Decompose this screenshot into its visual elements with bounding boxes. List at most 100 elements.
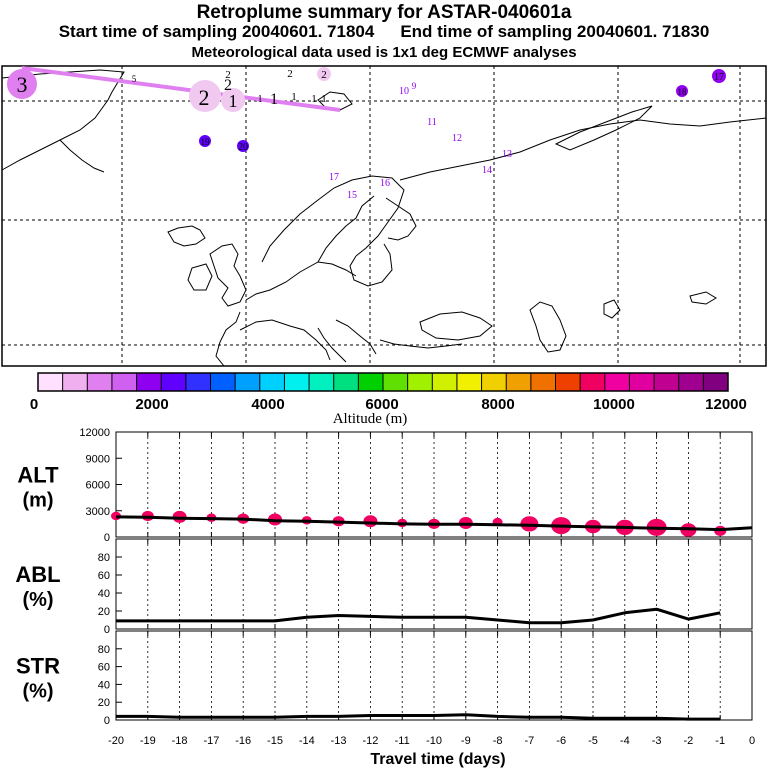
marker-label-17b: 17 (714, 72, 724, 83)
coastline-finland (385, 197, 417, 241)
x-tick-label: -13 (331, 735, 347, 747)
marker-bubble-2a (189, 80, 221, 112)
panel-str: 0 20 40 60 80 STR(%) (16, 630, 753, 727)
x-tick-label: -11 (395, 735, 410, 747)
x-tick-label: -10 (426, 735, 442, 747)
panel-alt: 0 3000 6000 9000 12000 ALT(m) (17, 427, 753, 544)
coastline-iceland (167, 225, 206, 247)
altitude-colorbar: 0 2000 4000 6000 8000 10000 12000 (30, 372, 747, 413)
colorbar-swatch (481, 373, 507, 391)
y-tick-label: 0 (104, 715, 110, 727)
colorbar-swatch (383, 373, 409, 391)
y-tick-label: 0 (104, 624, 110, 636)
start-time-label: Start time of sampling 20040601. 71804 (58, 22, 375, 41)
x-tick-label: -2 (684, 735, 694, 747)
panel-label-bottom: (m) (22, 490, 53, 512)
coastline-balkhash (689, 291, 717, 305)
sampling-times: Start time of sampling 20040601. 71804 En… (0, 22, 768, 42)
colorbar-swatch (580, 373, 606, 391)
marker-label-12: 12 (452, 133, 462, 144)
colorbar-swatch (678, 373, 704, 391)
marker-label-2c: 2 (225, 69, 231, 81)
x-tick-label: -6 (556, 735, 566, 747)
plume-markers: 3 2 1 2 2 2 2 5 1 1 1 1 1 10 9 11 12 13 … (7, 67, 726, 201)
marker-bubble-1a (221, 88, 245, 112)
marker-label-2e: 2 (321, 69, 327, 81)
x-tick-label: -9 (461, 735, 471, 747)
marker-label-1e: 1 (311, 93, 317, 105)
panel-label-bottom: (%) (22, 681, 53, 703)
marker-label-10: 10 (399, 86, 409, 97)
x-tick-label: -16 (235, 735, 251, 747)
y-tick-label: 20 (98, 606, 110, 618)
marker-label-15: 15 (347, 190, 357, 201)
y-tick-label: 9000 (86, 453, 110, 465)
marker-bubble-3 (7, 69, 37, 99)
coastline-britain (209, 243, 247, 307)
marker-label-1d: 1 (291, 91, 297, 103)
colorbar-label: Altitude (m) (333, 411, 408, 427)
coastline-baltic (349, 243, 393, 287)
marker-bubble-19 (199, 135, 211, 147)
colorbar-swatch (604, 373, 630, 391)
coastline-europe-west (245, 261, 357, 301)
marker-bubble-18 (676, 85, 688, 97)
colorbar-swatch (38, 373, 64, 391)
chart-title: Retroplume summary for ASTAR-040601a (196, 2, 572, 23)
colorbar-swatch (703, 373, 729, 391)
marker-label-11: 11 (427, 117, 437, 128)
x-axis-title: Travel time (days) (370, 751, 505, 768)
coastline-black-sea (419, 311, 493, 341)
panel-label-bottom: (%) (22, 589, 53, 611)
x-tick-label: -18 (172, 735, 188, 747)
coastline-russia-north (399, 117, 767, 181)
y-tick-label: 3000 (86, 506, 110, 518)
marker-label-20: 20 (238, 142, 248, 153)
colorbar-frame (37, 372, 729, 392)
panel-label-top: ALT (17, 463, 59, 488)
y-tick-label: 40 (98, 588, 110, 600)
y-tick-label: 80 (98, 552, 110, 564)
colorbar-tick: 6000 (365, 396, 398, 413)
y-tick-label: 60 (98, 570, 110, 582)
coastline-greece-turkey (379, 339, 463, 349)
marker-label-2d: 2 (287, 68, 293, 80)
colorbar-swatch (185, 373, 211, 391)
x-tick-label: -8 (493, 735, 503, 747)
colorbar-tick: 8000 (481, 396, 514, 413)
x-tick-label: -12 (362, 735, 378, 747)
x-tick-label: -17 (203, 735, 219, 747)
coastline-novaya-zemlya (554, 105, 653, 151)
marker-label-9: 9 (412, 81, 417, 91)
coastline-caspian (529, 301, 567, 353)
colorbar-swatch (136, 373, 162, 391)
marker-label-2a: 2 (199, 85, 210, 110)
colorbar-swatch (555, 373, 581, 391)
colorbar-tick: 4000 (251, 396, 284, 413)
x-tick-label: -5 (588, 735, 598, 747)
coastline-ireland (187, 263, 213, 291)
time-series-panels: 030006000900012000ALT(m)020406080ABL(%)0… (15, 427, 755, 747)
marker-label-5: 5 (132, 74, 137, 84)
panel-label-top: ABL (15, 562, 60, 587)
colorbar-swatch (358, 373, 384, 391)
colorbar-swatch (62, 373, 88, 391)
colorbar-tick: 0 (30, 396, 38, 413)
map-grid (2, 66, 766, 366)
colorbar-swatch (654, 373, 680, 391)
panel-label-top: STR (16, 654, 60, 679)
coastline-greenland (1, 69, 125, 171)
marker-label-16: 16 (380, 178, 390, 189)
marker-label-1a: 1 (229, 91, 238, 111)
colorbar-swatch (506, 373, 532, 391)
x-tick-label: -15 (267, 735, 283, 747)
colorbar-swatch (284, 373, 310, 391)
colorbar-swatch (456, 373, 483, 391)
coastline-italy (317, 327, 347, 363)
x-tick-label: -20 (108, 735, 124, 747)
y-tick-label: 80 (98, 644, 110, 656)
marker-label-1c: 1 (270, 91, 278, 108)
marker-label-19: 19 (201, 137, 211, 147)
colorbar-swatch (407, 373, 433, 391)
met-data-label: Meteorological data used is 1x1 deg ECMW… (191, 44, 577, 61)
